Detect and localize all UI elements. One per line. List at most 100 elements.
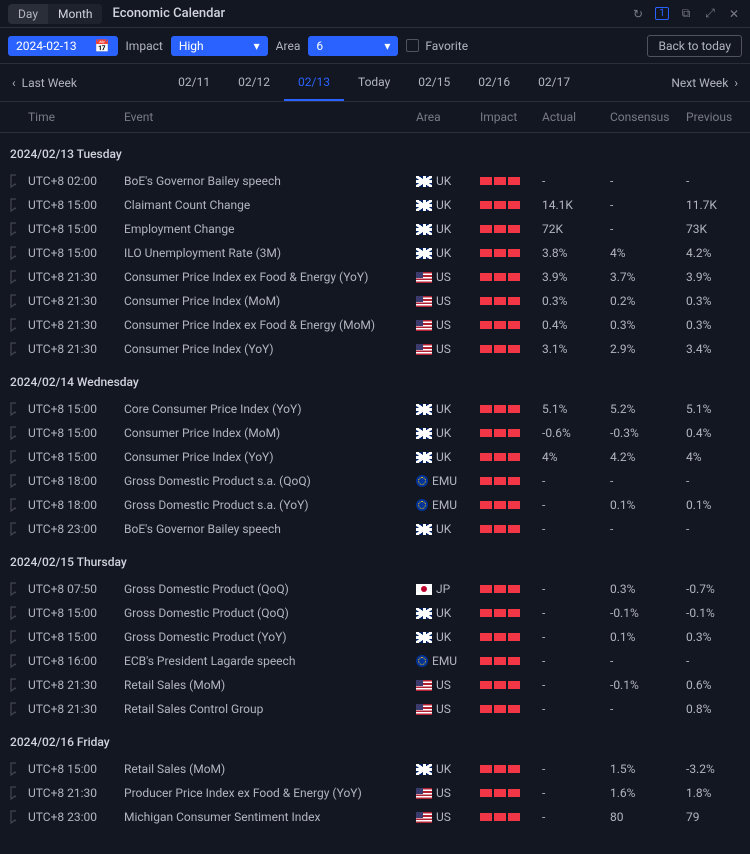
chevron-down-icon: ▾	[384, 39, 390, 53]
refresh-icon[interactable]: ↻	[630, 6, 646, 22]
close-icon[interactable]: ✕	[726, 6, 742, 22]
date-tab[interactable]: 02/13	[284, 65, 344, 101]
back-to-today-button[interactable]: Back to today	[647, 35, 742, 57]
event-row[interactable]: UTC+8 21:30Retail Sales (MoM)US--0.1%0.6…	[0, 673, 750, 697]
expand-icon[interactable]: ⤢	[702, 6, 718, 22]
event-row[interactable]: UTC+8 15:00Employment ChangeUK72K-73K	[0, 217, 750, 241]
cell-impact	[476, 633, 538, 641]
cell-actual: 0.4%	[538, 318, 606, 332]
event-row[interactable]: UTC+8 21:30Retail Sales Control GroupUS-…	[0, 697, 750, 721]
flag-icon	[416, 632, 432, 643]
cell-previous: 0.4%	[682, 426, 750, 440]
bookmark-icon[interactable]	[6, 582, 16, 596]
cell-time: UTC+8 21:30	[24, 294, 120, 308]
bookmark-icon[interactable]	[6, 678, 16, 692]
event-row[interactable]: UTC+8 18:00Gross Domestic Product s.a. (…	[0, 493, 750, 517]
date-tab[interactable]: Today	[344, 65, 404, 101]
area-select[interactable]: 6 ▾	[308, 36, 398, 56]
bookmark-icon[interactable]	[6, 606, 16, 620]
bookmark-icon[interactable]	[6, 246, 16, 260]
date-tab[interactable]: 02/15	[404, 65, 464, 101]
event-row[interactable]: UTC+8 07:50Gross Domestic Product (QoQ)J…	[0, 577, 750, 601]
impact-value: High	[179, 39, 204, 53]
flag-icon	[416, 452, 432, 463]
bookmark-icon[interactable]	[6, 426, 16, 440]
bookmark-icon[interactable]	[6, 630, 16, 644]
bookmark-icon[interactable]	[6, 294, 16, 308]
event-row[interactable]: UTC+8 16:00ECB's President Lagarde speec…	[0, 649, 750, 673]
cell-previous: 79	[682, 810, 750, 824]
bookmark-icon[interactable]	[6, 522, 16, 536]
tab-day[interactable]: Day	[8, 4, 48, 24]
cell-consensus: -0.3%	[606, 426, 682, 440]
event-row[interactable]: UTC+8 21:30Consumer Price Index (YoY)US3…	[0, 337, 750, 361]
event-row[interactable]: UTC+8 21:30Consumer Price Index ex Food …	[0, 265, 750, 289]
layout-badge[interactable]: 1	[654, 6, 670, 22]
favorite-checkbox[interactable]	[406, 39, 419, 52]
cell-time: UTC+8 15:00	[24, 402, 120, 416]
cell-impact	[476, 705, 538, 713]
bookmark-icon[interactable]	[6, 810, 16, 824]
event-row[interactable]: UTC+8 15:00Consumer Price Index (MoM)UK-…	[0, 421, 750, 445]
date-picker[interactable]: 2024-02-13 📅	[8, 36, 118, 56]
bookmark-icon[interactable]	[6, 174, 16, 188]
bookmark-icon[interactable]	[6, 702, 16, 716]
cell-consensus: -0.1%	[606, 678, 682, 692]
date-tab[interactable]: 02/17	[524, 65, 584, 101]
bookmark-icon[interactable]	[6, 318, 16, 332]
event-row[interactable]: UTC+8 15:00Consumer Price Index (YoY)UK4…	[0, 445, 750, 469]
tab-month[interactable]: Month	[48, 4, 102, 24]
bookmark-icon[interactable]	[6, 786, 16, 800]
bookmark-icon[interactable]	[6, 198, 16, 212]
cell-event: Employment Change	[120, 222, 412, 236]
bookmark-icon[interactable]	[6, 222, 16, 236]
event-row[interactable]: UTC+8 21:30Producer Price Index ex Food …	[0, 781, 750, 805]
bookmark-icon[interactable]	[6, 654, 16, 668]
bookmark-icon[interactable]	[6, 402, 16, 416]
duplicate-icon[interactable]: ⧉	[678, 6, 694, 22]
event-row[interactable]: UTC+8 15:00Claimant Count ChangeUK14.1K-…	[0, 193, 750, 217]
cell-event: BoE's Governor Bailey speech	[120, 522, 412, 536]
bookmark-icon[interactable]	[6, 270, 16, 284]
event-row[interactable]: UTC+8 15:00Gross Domestic Product (QoQ)U…	[0, 601, 750, 625]
date-tab[interactable]: 02/16	[464, 65, 524, 101]
flag-icon	[416, 524, 432, 535]
event-row[interactable]: UTC+8 21:30Consumer Price Index ex Food …	[0, 313, 750, 337]
cell-actual: -	[538, 654, 606, 668]
event-row[interactable]: UTC+8 23:00BoE's Governor Bailey speechU…	[0, 517, 750, 541]
bookmark-icon[interactable]	[6, 450, 16, 464]
cell-previous: 3.4%	[682, 342, 750, 356]
bookmark-icon[interactable]	[6, 342, 16, 356]
cell-impact	[476, 789, 538, 797]
cell-event: Michigan Consumer Sentiment Index	[120, 810, 412, 824]
event-row[interactable]: UTC+8 15:00Retail Sales (MoM)UK-1.5%-3.2…	[0, 757, 750, 781]
event-row[interactable]: UTC+8 15:00ILO Unemployment Rate (3M)UK3…	[0, 241, 750, 265]
cell-event: Retail Sales (MoM)	[120, 678, 412, 692]
date-tab[interactable]: 02/11	[164, 65, 224, 101]
cell-area: EMU	[412, 498, 476, 512]
cell-impact	[476, 501, 538, 509]
bookmark-icon[interactable]	[6, 762, 16, 776]
event-row[interactable]: UTC+8 23:00Michigan Consumer Sentiment I…	[0, 805, 750, 829]
cell-actual: 14.1K	[538, 198, 606, 212]
col-event: Event	[120, 110, 412, 124]
event-row[interactable]: UTC+8 18:00Gross Domestic Product s.a. (…	[0, 469, 750, 493]
next-week-button[interactable]: Next Week ›	[671, 76, 738, 90]
event-row[interactable]: UTC+8 15:00Core Consumer Price Index (Yo…	[0, 397, 750, 421]
event-row[interactable]: UTC+8 15:00Gross Domestic Product (YoY)U…	[0, 625, 750, 649]
impact-indicator	[480, 249, 534, 257]
favorite-filter[interactable]: Favorite	[406, 39, 468, 53]
last-week-button[interactable]: ‹ Last Week	[12, 76, 77, 90]
impact-select[interactable]: High ▾	[171, 36, 268, 56]
event-row[interactable]: UTC+8 21:30Consumer Price Index (MoM)US0…	[0, 289, 750, 313]
date-tab[interactable]: 02/12	[224, 65, 284, 101]
bookmark-icon[interactable]	[6, 498, 16, 512]
cell-actual: -	[538, 630, 606, 644]
flag-icon	[416, 320, 432, 331]
bookmark-icon[interactable]	[6, 474, 16, 488]
cell-time: UTC+8 15:00	[24, 246, 120, 260]
cell-previous: 0.6%	[682, 678, 750, 692]
area-label: Area	[276, 39, 301, 53]
event-row[interactable]: UTC+8 02:00BoE's Governor Bailey speechU…	[0, 169, 750, 193]
cell-actual: -	[538, 498, 606, 512]
